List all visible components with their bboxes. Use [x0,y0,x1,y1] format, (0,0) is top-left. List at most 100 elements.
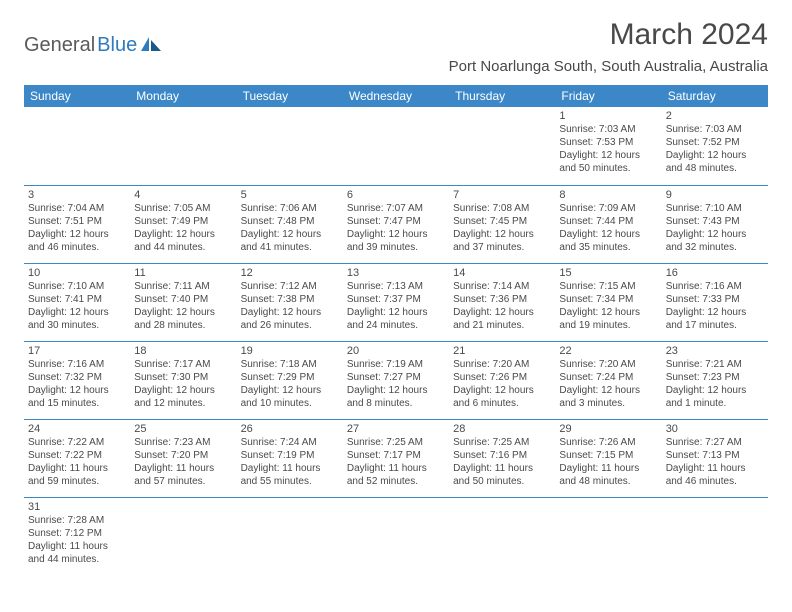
day-number: 6 [347,189,445,201]
calendar-cell: 5Sunrise: 7:06 AMSunset: 7:48 PMDaylight… [237,185,343,263]
calendar-week: 3Sunrise: 7:04 AMSunset: 7:51 PMDaylight… [24,185,768,263]
sunset-line: Sunset: 7:49 PM [134,215,232,228]
calendar-cell: 6Sunrise: 7:07 AMSunset: 7:47 PMDaylight… [343,185,449,263]
day-number: 22 [559,345,657,357]
day-number: 27 [347,423,445,435]
calendar-week: 17Sunrise: 7:16 AMSunset: 7:32 PMDayligh… [24,341,768,419]
daylight-line: Daylight: 12 hours [666,306,764,319]
sunset-line: Sunset: 7:40 PM [134,293,232,306]
daylight-line: Daylight: 11 hours [559,462,657,475]
daylight-line: Daylight: 12 hours [453,384,551,397]
daylight-line: and 6 minutes. [453,397,551,410]
weekday-header: Wednesday [343,85,449,107]
calendar-cell: 27Sunrise: 7:25 AMSunset: 7:17 PMDayligh… [343,419,449,497]
daylight-line: and 52 minutes. [347,475,445,488]
day-number: 13 [347,267,445,279]
daylight-line: and 32 minutes. [666,241,764,254]
header: General Blue March 2024 Port Noarlunga S… [24,18,768,75]
sunrise-line: Sunrise: 7:07 AM [347,202,445,215]
daylight-line: and 8 minutes. [347,397,445,410]
weekday-header: Friday [555,85,661,107]
weekday-header: Saturday [662,85,768,107]
sunset-line: Sunset: 7:53 PM [559,136,657,149]
sunset-line: Sunset: 7:27 PM [347,371,445,384]
daylight-line: and 30 minutes. [28,319,126,332]
sunset-line: Sunset: 7:36 PM [453,293,551,306]
sunset-line: Sunset: 7:23 PM [666,371,764,384]
sail-icon [141,37,163,51]
daylight-line: Daylight: 12 hours [241,306,339,319]
sunrise-line: Sunrise: 7:22 AM [28,436,126,449]
daylight-line: Daylight: 12 hours [666,228,764,241]
daylight-line: Daylight: 11 hours [453,462,551,475]
daylight-line: and 19 minutes. [559,319,657,332]
day-number: 1 [559,110,657,122]
sunrise-line: Sunrise: 7:08 AM [453,202,551,215]
sunset-line: Sunset: 7:12 PM [28,527,126,540]
daylight-line: and 44 minutes. [134,241,232,254]
calendar-week: 24Sunrise: 7:22 AMSunset: 7:22 PMDayligh… [24,419,768,497]
sunrise-line: Sunrise: 7:03 AM [559,123,657,136]
calendar-cell: 20Sunrise: 7:19 AMSunset: 7:27 PMDayligh… [343,341,449,419]
calendar-cell: 17Sunrise: 7:16 AMSunset: 7:32 PMDayligh… [24,341,130,419]
sunset-line: Sunset: 7:48 PM [241,215,339,228]
calendar-cell [343,497,449,575]
day-number: 14 [453,267,551,279]
sunrise-line: Sunrise: 7:09 AM [559,202,657,215]
day-number: 11 [134,267,232,279]
daylight-line: and 17 minutes. [666,319,764,332]
calendar-cell: 11Sunrise: 7:11 AMSunset: 7:40 PMDayligh… [130,263,236,341]
day-number: 16 [666,267,764,279]
calendar-head: SundayMondayTuesdayWednesdayThursdayFrid… [24,85,768,107]
calendar-cell [662,497,768,575]
day-number: 2 [666,110,764,122]
daylight-line: Daylight: 11 hours [134,462,232,475]
sunset-line: Sunset: 7:47 PM [347,215,445,228]
calendar-cell: 15Sunrise: 7:15 AMSunset: 7:34 PMDayligh… [555,263,661,341]
calendar-cell [449,497,555,575]
daylight-line: Daylight: 12 hours [559,228,657,241]
daylight-line: Daylight: 12 hours [134,228,232,241]
daylight-line: Daylight: 12 hours [347,384,445,397]
day-number: 24 [28,423,126,435]
sunrise-line: Sunrise: 7:19 AM [347,358,445,371]
calendar-cell: 4Sunrise: 7:05 AMSunset: 7:49 PMDaylight… [130,185,236,263]
daylight-line: Daylight: 12 hours [666,149,764,162]
day-number: 4 [134,189,232,201]
calendar-cell: 21Sunrise: 7:20 AMSunset: 7:26 PMDayligh… [449,341,555,419]
weekday-header: Thursday [449,85,555,107]
daylight-line: Daylight: 12 hours [559,306,657,319]
day-number: 17 [28,345,126,357]
daylight-line: and 37 minutes. [453,241,551,254]
calendar-cell: 13Sunrise: 7:13 AMSunset: 7:37 PMDayligh… [343,263,449,341]
sunset-line: Sunset: 7:52 PM [666,136,764,149]
calendar-cell: 24Sunrise: 7:22 AMSunset: 7:22 PMDayligh… [24,419,130,497]
sunrise-line: Sunrise: 7:15 AM [559,280,657,293]
daylight-line: Daylight: 12 hours [347,306,445,319]
day-number: 10 [28,267,126,279]
sunset-line: Sunset: 7:30 PM [134,371,232,384]
calendar-cell: 18Sunrise: 7:17 AMSunset: 7:30 PMDayligh… [130,341,236,419]
day-number: 21 [453,345,551,357]
sunrise-line: Sunrise: 7:20 AM [559,358,657,371]
sunrise-line: Sunrise: 7:21 AM [666,358,764,371]
calendar-cell: 23Sunrise: 7:21 AMSunset: 7:23 PMDayligh… [662,341,768,419]
daylight-line: Daylight: 12 hours [347,228,445,241]
daylight-line: and 28 minutes. [134,319,232,332]
daylight-line: Daylight: 11 hours [666,462,764,475]
daylight-line: Daylight: 12 hours [134,384,232,397]
sunrise-line: Sunrise: 7:05 AM [134,202,232,215]
logo-text-blue: Blue [97,34,137,57]
sunrise-line: Sunrise: 7:10 AM [28,280,126,293]
calendar-cell [449,107,555,185]
sunrise-line: Sunrise: 7:18 AM [241,358,339,371]
daylight-line: and 26 minutes. [241,319,339,332]
sunrise-line: Sunrise: 7:17 AM [134,358,232,371]
sunset-line: Sunset: 7:24 PM [559,371,657,384]
calendar-cell: 10Sunrise: 7:10 AMSunset: 7:41 PMDayligh… [24,263,130,341]
sunrise-line: Sunrise: 7:20 AM [453,358,551,371]
day-number: 12 [241,267,339,279]
title-block: March 2024 Port Noarlunga South, South A… [449,18,768,75]
daylight-line: and 41 minutes. [241,241,339,254]
calendar-cell: 8Sunrise: 7:09 AMSunset: 7:44 PMDaylight… [555,185,661,263]
